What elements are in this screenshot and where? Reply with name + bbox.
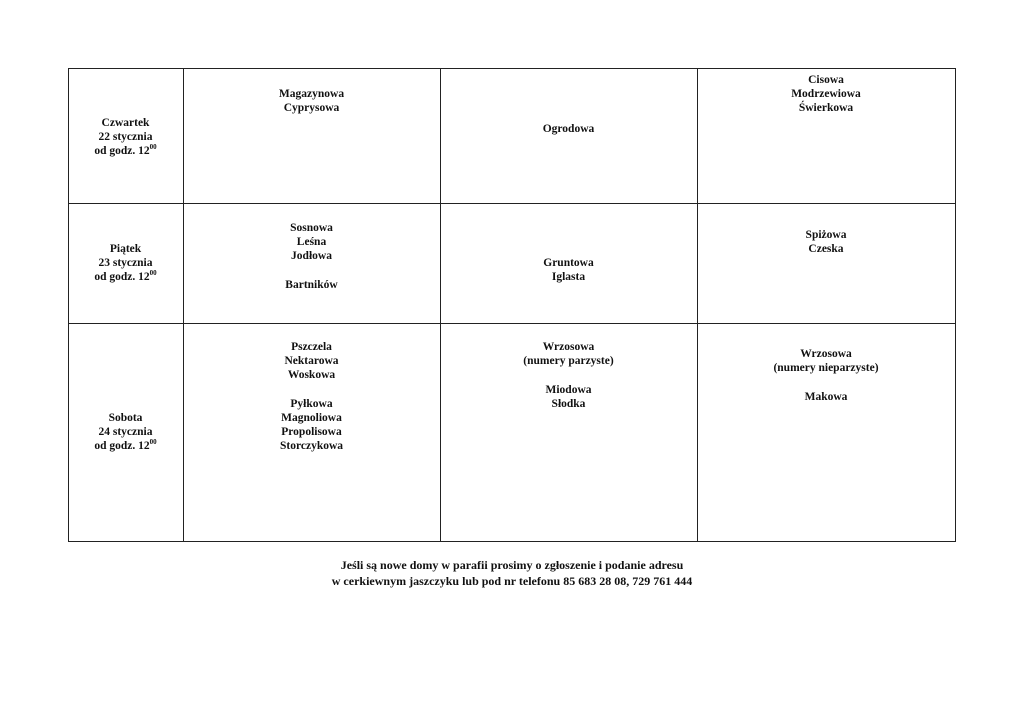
street-name: Woskowa bbox=[287, 369, 336, 382]
street-name: Wrzosowa bbox=[542, 341, 595, 353]
day-date: 23 stycznia bbox=[98, 257, 153, 270]
street-name: Pszczela bbox=[291, 341, 332, 353]
street-name: Pyłkowa bbox=[290, 397, 333, 410]
street-name: Modrzewiowa bbox=[791, 88, 861, 101]
row-divider bbox=[68, 323, 956, 324]
street-name: (numery parzyste) bbox=[523, 355, 614, 368]
street-name bbox=[183, 383, 440, 397]
column-divider bbox=[183, 68, 184, 542]
streets-cell: Sosnowa Leśna Jodłowa Bartników bbox=[183, 221, 440, 292]
table-border bbox=[68, 68, 69, 542]
street-name: Czeska bbox=[808, 243, 844, 256]
street-name: Makowa bbox=[804, 390, 848, 403]
day-time: od godz. 1200 bbox=[94, 143, 157, 158]
streets-cell: Wrzosowa (numery nieparzyste) Makowa bbox=[697, 347, 955, 404]
row-divider bbox=[68, 203, 956, 204]
street-name: Bartników bbox=[285, 278, 338, 291]
street-name: Propolisowa bbox=[281, 426, 342, 439]
street-name: Jodłowa bbox=[291, 250, 332, 263]
table-border bbox=[68, 68, 956, 69]
street-name: Słodka bbox=[551, 397, 586, 410]
street-name: Leśna bbox=[296, 236, 327, 249]
day-cell: Piątek 23 stycznia od godz. 1200 bbox=[68, 242, 183, 285]
street-name: Magnoliowa bbox=[281, 412, 342, 424]
footer-note: Jeśli są nowe domy w parafii prosimy o z… bbox=[0, 557, 1024, 589]
street-name: Wrzosowa bbox=[800, 348, 852, 360]
street-name: Magazynowa bbox=[278, 88, 345, 100]
streets-cell: Gruntowa Iglasta bbox=[440, 256, 697, 284]
day-name: Czwartek bbox=[101, 117, 150, 129]
streets-cell: Wrzosowa (numery parzyste) Miodowa Słodka bbox=[440, 340, 697, 411]
streets-cell: Spiżowa Czeska bbox=[697, 228, 955, 256]
day-cell: Czwartek 22 stycznia od godz. 1200 bbox=[68, 116, 183, 159]
street-name: Nektarowa bbox=[284, 355, 339, 368]
streets-cell: Pszczela Nektarowa Woskowa Pyłkowa Magnoliow… bbox=[183, 340, 440, 454]
day-date: 22 stycznia bbox=[98, 131, 153, 144]
table-border bbox=[955, 68, 956, 542]
day-time: od godz. 1200 bbox=[94, 269, 157, 284]
streets-cell: Cisowa Modrzewiowa Świerkowa bbox=[697, 73, 955, 116]
street-name: Gruntowa bbox=[543, 257, 594, 269]
column-divider bbox=[697, 68, 698, 542]
street-name: Iglasta bbox=[551, 271, 586, 284]
day-time: od godz. 1200 bbox=[94, 438, 157, 453]
street-name bbox=[440, 368, 697, 382]
day-date: 24 stycznia bbox=[98, 426, 153, 439]
street-name: Świerkowa bbox=[798, 102, 854, 115]
street-name: Sosnowa bbox=[290, 222, 333, 234]
street-name: Miodowa bbox=[545, 383, 592, 396]
footer-line: Jeśli są nowe domy w parafii prosimy o z… bbox=[340, 558, 684, 572]
street-name: Cisowa bbox=[808, 74, 844, 86]
street-name: Storczykowa bbox=[279, 440, 344, 453]
street-name bbox=[183, 264, 440, 278]
day-name: Piątek bbox=[109, 243, 142, 255]
day-name: Sobota bbox=[108, 412, 143, 424]
street-name: Ogrodowa bbox=[542, 123, 595, 135]
footer-line: w cerkiewnym jaszczyku lub pod nr telefo… bbox=[331, 574, 693, 588]
street-name: Cyprysowa bbox=[283, 102, 340, 115]
table-border bbox=[68, 541, 956, 542]
street-name bbox=[697, 375, 955, 389]
column-divider bbox=[440, 68, 441, 542]
streets-cell: Magazynowa Cyprysowa bbox=[183, 87, 440, 115]
streets-cell: Ogrodowa bbox=[440, 122, 697, 136]
day-cell: Sobota 24 stycznia od godz. 1200 bbox=[68, 411, 183, 454]
street-name: Spiżowa bbox=[805, 229, 847, 241]
street-name: (numery nieparzyste) bbox=[773, 362, 879, 375]
